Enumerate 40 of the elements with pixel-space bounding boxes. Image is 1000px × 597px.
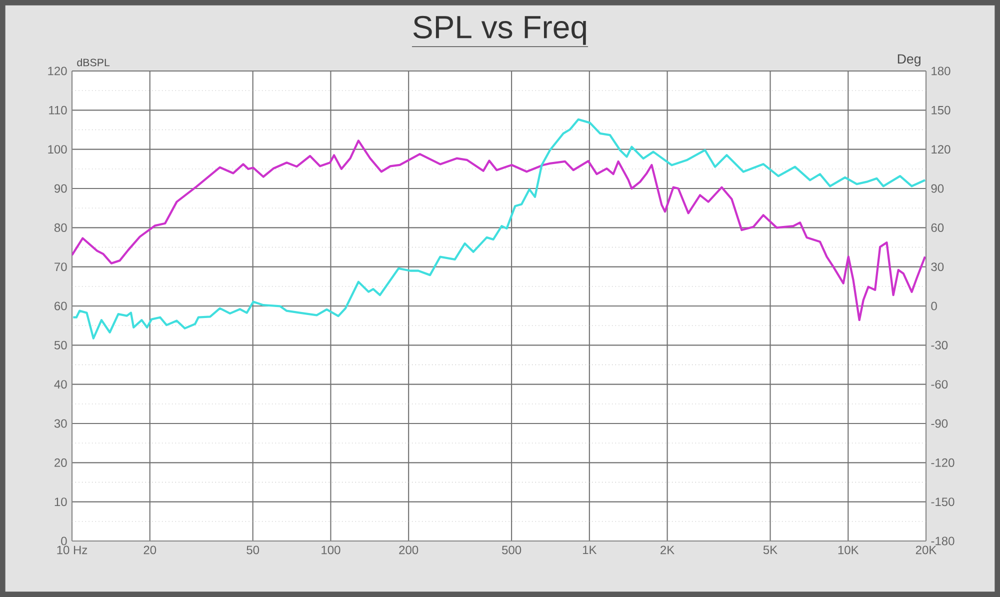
y-tick-label: 40 — [54, 380, 67, 389]
y2-tick-label: 0 — [931, 302, 937, 310]
x-tick-label: 500 — [502, 546, 522, 554]
y-tick-label: 60 — [54, 302, 67, 310]
y2-tick-label: -180 — [931, 536, 954, 546]
y-tick-label: 120 — [48, 66, 67, 76]
y-tick-label: 90 — [54, 184, 67, 193]
x-tick-label: 10K — [838, 546, 859, 554]
y-tick-label: 10 — [54, 498, 67, 506]
x-tick-label: 50 — [246, 546, 260, 554]
y-tick-label: 50 — [54, 340, 67, 350]
y2-axis-title: Deg — [898, 54, 920, 66]
y2-tick-label: 120 — [932, 145, 950, 154]
x-tick-label: 20 — [144, 546, 156, 554]
y-tick-label: 70 — [54, 262, 67, 272]
y2-tick-label: -120 — [931, 458, 954, 467]
y2-tick-label: 90 — [931, 184, 944, 193]
y2-tick-label: -90 — [931, 419, 948, 428]
x-tick-label: 2K — [660, 546, 674, 554]
y-tick-label: 100 — [48, 145, 67, 154]
x-tick-label: 10 Hz — [57, 546, 88, 554]
y-tick-label: 20 — [54, 458, 67, 467]
y2-tick-label: 150 — [932, 106, 950, 114]
x-tick-label: 5K — [763, 546, 778, 554]
y-tick-label: 30 — [54, 419, 67, 428]
x-tick-label: 200 — [399, 546, 418, 554]
x-tick-label: 20K — [916, 546, 937, 554]
y2-tick-label: 60 — [931, 223, 944, 232]
y2-tick-label: -60 — [931, 380, 948, 389]
y2-tick-label: -30 — [931, 340, 948, 350]
y2-tick-label: 30 — [931, 262, 944, 272]
y-tick-label: 110 — [49, 106, 67, 114]
x-tick-label: 1K — [583, 546, 597, 554]
y2-tick-label: 180 — [932, 66, 950, 76]
y-tick-label: 80 — [54, 223, 67, 232]
y-tick-label: 0 — [61, 536, 67, 546]
x-tick-label: 100 — [322, 546, 340, 554]
chart-title: SPL vs Freq — [413, 16, 586, 45]
y2-tick-label: -150 — [931, 498, 954, 506]
y-axis-title: dBSPL — [77, 58, 110, 66]
